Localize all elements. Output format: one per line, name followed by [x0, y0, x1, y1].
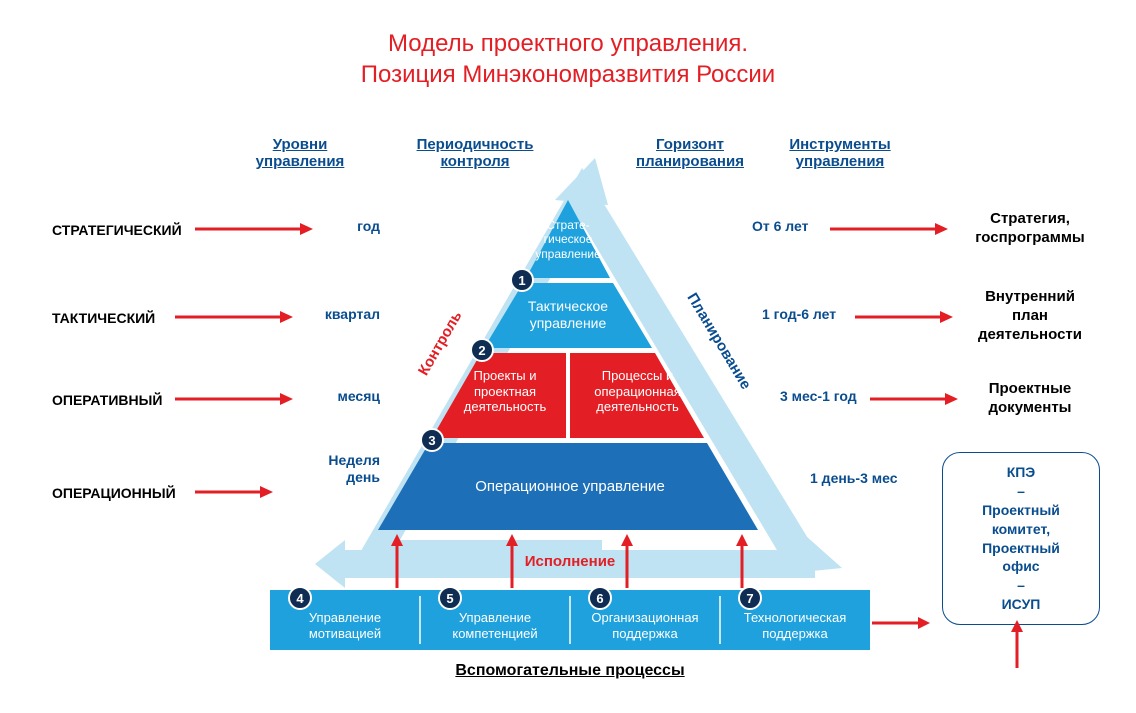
freq-1: год [310, 218, 380, 234]
arrow-r3 [870, 392, 960, 406]
badge-1: 1 [510, 268, 534, 292]
arrow-r2 [855, 310, 955, 324]
badge-5: 5 [438, 586, 462, 610]
up-2 [505, 534, 519, 588]
colhead-levels: Уровни управления [240, 136, 360, 170]
instr-box: КПЭ – Проектный комитет, Проектный офис … [942, 452, 1100, 625]
colhead-freq: Периодичность контроля [395, 136, 555, 170]
diag-bottom: Исполнение [470, 553, 670, 570]
freq-2: квартал [290, 306, 380, 322]
pyr-t4: Операционное управление [420, 478, 720, 496]
horiz-3: 3 мес-1 год [780, 388, 857, 404]
aux-label: Вспомогательные процессы [400, 662, 740, 680]
arrow-l2 [175, 310, 295, 324]
pyr-t1: Страте- гическое управление [520, 218, 616, 261]
instr-1: Стратегия, госпрограммы [955, 210, 1105, 248]
pyr-t3a: Проекты и проектная деятельность [445, 368, 565, 415]
arrow-foot-r [872, 616, 932, 630]
freq-3: месяц [290, 388, 380, 404]
badge-7: 7 [738, 586, 762, 610]
title-line2: Позиция Минэкономразвития России [361, 61, 775, 88]
arrow-l1 [195, 222, 315, 236]
colhead-instr: Инструменты управления [770, 136, 910, 170]
foot-c3: Организационная поддержка [570, 610, 720, 643]
arrow-r1 [830, 222, 950, 236]
up-1 [390, 534, 404, 588]
level-2: ТАКТИЧЕСКИЙ [52, 310, 155, 326]
arrow-box-bl [960, 662, 1020, 676]
colhead-horizon: Горизонт планирования [615, 136, 765, 170]
instr-3: Проектные документы [955, 380, 1105, 418]
arrow-l4 [195, 485, 275, 499]
level-1: СТРАТЕГИЧЕСКИЙ [52, 222, 182, 238]
freq-4: Неделя день [290, 452, 380, 486]
foot-c2: Управление компетенцией [420, 610, 570, 643]
title: Модель проектного управления. Позиция Ми… [0, 28, 1136, 90]
badge-3: 3 [420, 428, 444, 452]
foot-c4: Технологическая поддержка [720, 610, 870, 643]
instr-2: Внутренний план деятельности [955, 288, 1105, 344]
foot-c1: Управление мотивацией [270, 610, 420, 643]
up-3 [620, 534, 634, 588]
horiz-1: От 6 лет [752, 218, 808, 234]
badge-6: 6 [588, 586, 612, 610]
level-3: ОПЕРАТИВНЫЙ [52, 392, 162, 408]
pyr-t2: Тактическое управление [498, 298, 638, 332]
up-4 [735, 534, 749, 588]
badge-2: 2 [470, 338, 494, 362]
arrow-l3 [175, 392, 295, 406]
horiz-2: 1 год-6 лет [762, 306, 836, 322]
horiz-4: 1 день-3 мес [810, 470, 898, 486]
level-4: ОПЕРАЦИОННЫЙ [52, 485, 176, 501]
badge-4: 4 [288, 586, 312, 610]
title-line1: Модель проектного управления. [388, 30, 748, 57]
pyr-t3b: Процессы и операционная деятельность [575, 368, 700, 415]
